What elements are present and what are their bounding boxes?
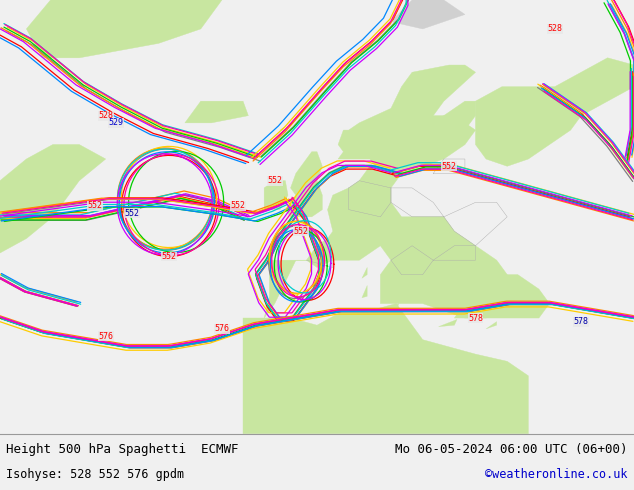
Polygon shape (391, 0, 465, 29)
Text: 552: 552 (442, 162, 456, 171)
Polygon shape (269, 340, 275, 347)
Text: 552: 552 (268, 176, 282, 185)
Polygon shape (264, 166, 507, 318)
Text: Mo 06-05-2024 06:00 UTC (06+00): Mo 06-05-2024 06:00 UTC (06+00) (395, 443, 628, 456)
Polygon shape (486, 321, 496, 329)
Polygon shape (27, 0, 222, 58)
Text: 552: 552 (294, 227, 309, 236)
Polygon shape (243, 304, 528, 434)
Polygon shape (362, 286, 367, 298)
Text: 552: 552 (87, 201, 103, 211)
Text: 578: 578 (468, 314, 483, 322)
Text: 578: 578 (574, 317, 588, 326)
Polygon shape (185, 101, 249, 123)
Polygon shape (264, 181, 288, 210)
Polygon shape (338, 65, 476, 173)
Polygon shape (0, 145, 106, 253)
Text: Isohyse: 528 552 576 gpdm: Isohyse: 528 552 576 gpdm (6, 468, 184, 481)
Text: ©weatheronline.co.uk: ©weatheronline.co.uk (485, 468, 628, 481)
Polygon shape (439, 319, 457, 327)
Text: 576: 576 (98, 332, 113, 341)
Text: 529: 529 (109, 119, 124, 127)
Text: 576: 576 (214, 324, 230, 333)
Polygon shape (455, 274, 550, 318)
Polygon shape (476, 58, 634, 166)
Polygon shape (383, 304, 399, 311)
Text: 552: 552 (125, 209, 139, 218)
Polygon shape (280, 126, 285, 130)
Text: 552: 552 (162, 252, 176, 261)
Polygon shape (285, 152, 322, 217)
Text: 528: 528 (98, 111, 113, 120)
Text: 552: 552 (230, 201, 245, 211)
Text: Height 500 hPa Spaghetti  ECMWF: Height 500 hPa Spaghetti ECMWF (6, 443, 239, 456)
Polygon shape (423, 101, 476, 145)
Polygon shape (362, 268, 367, 278)
Text: 528: 528 (547, 24, 562, 33)
